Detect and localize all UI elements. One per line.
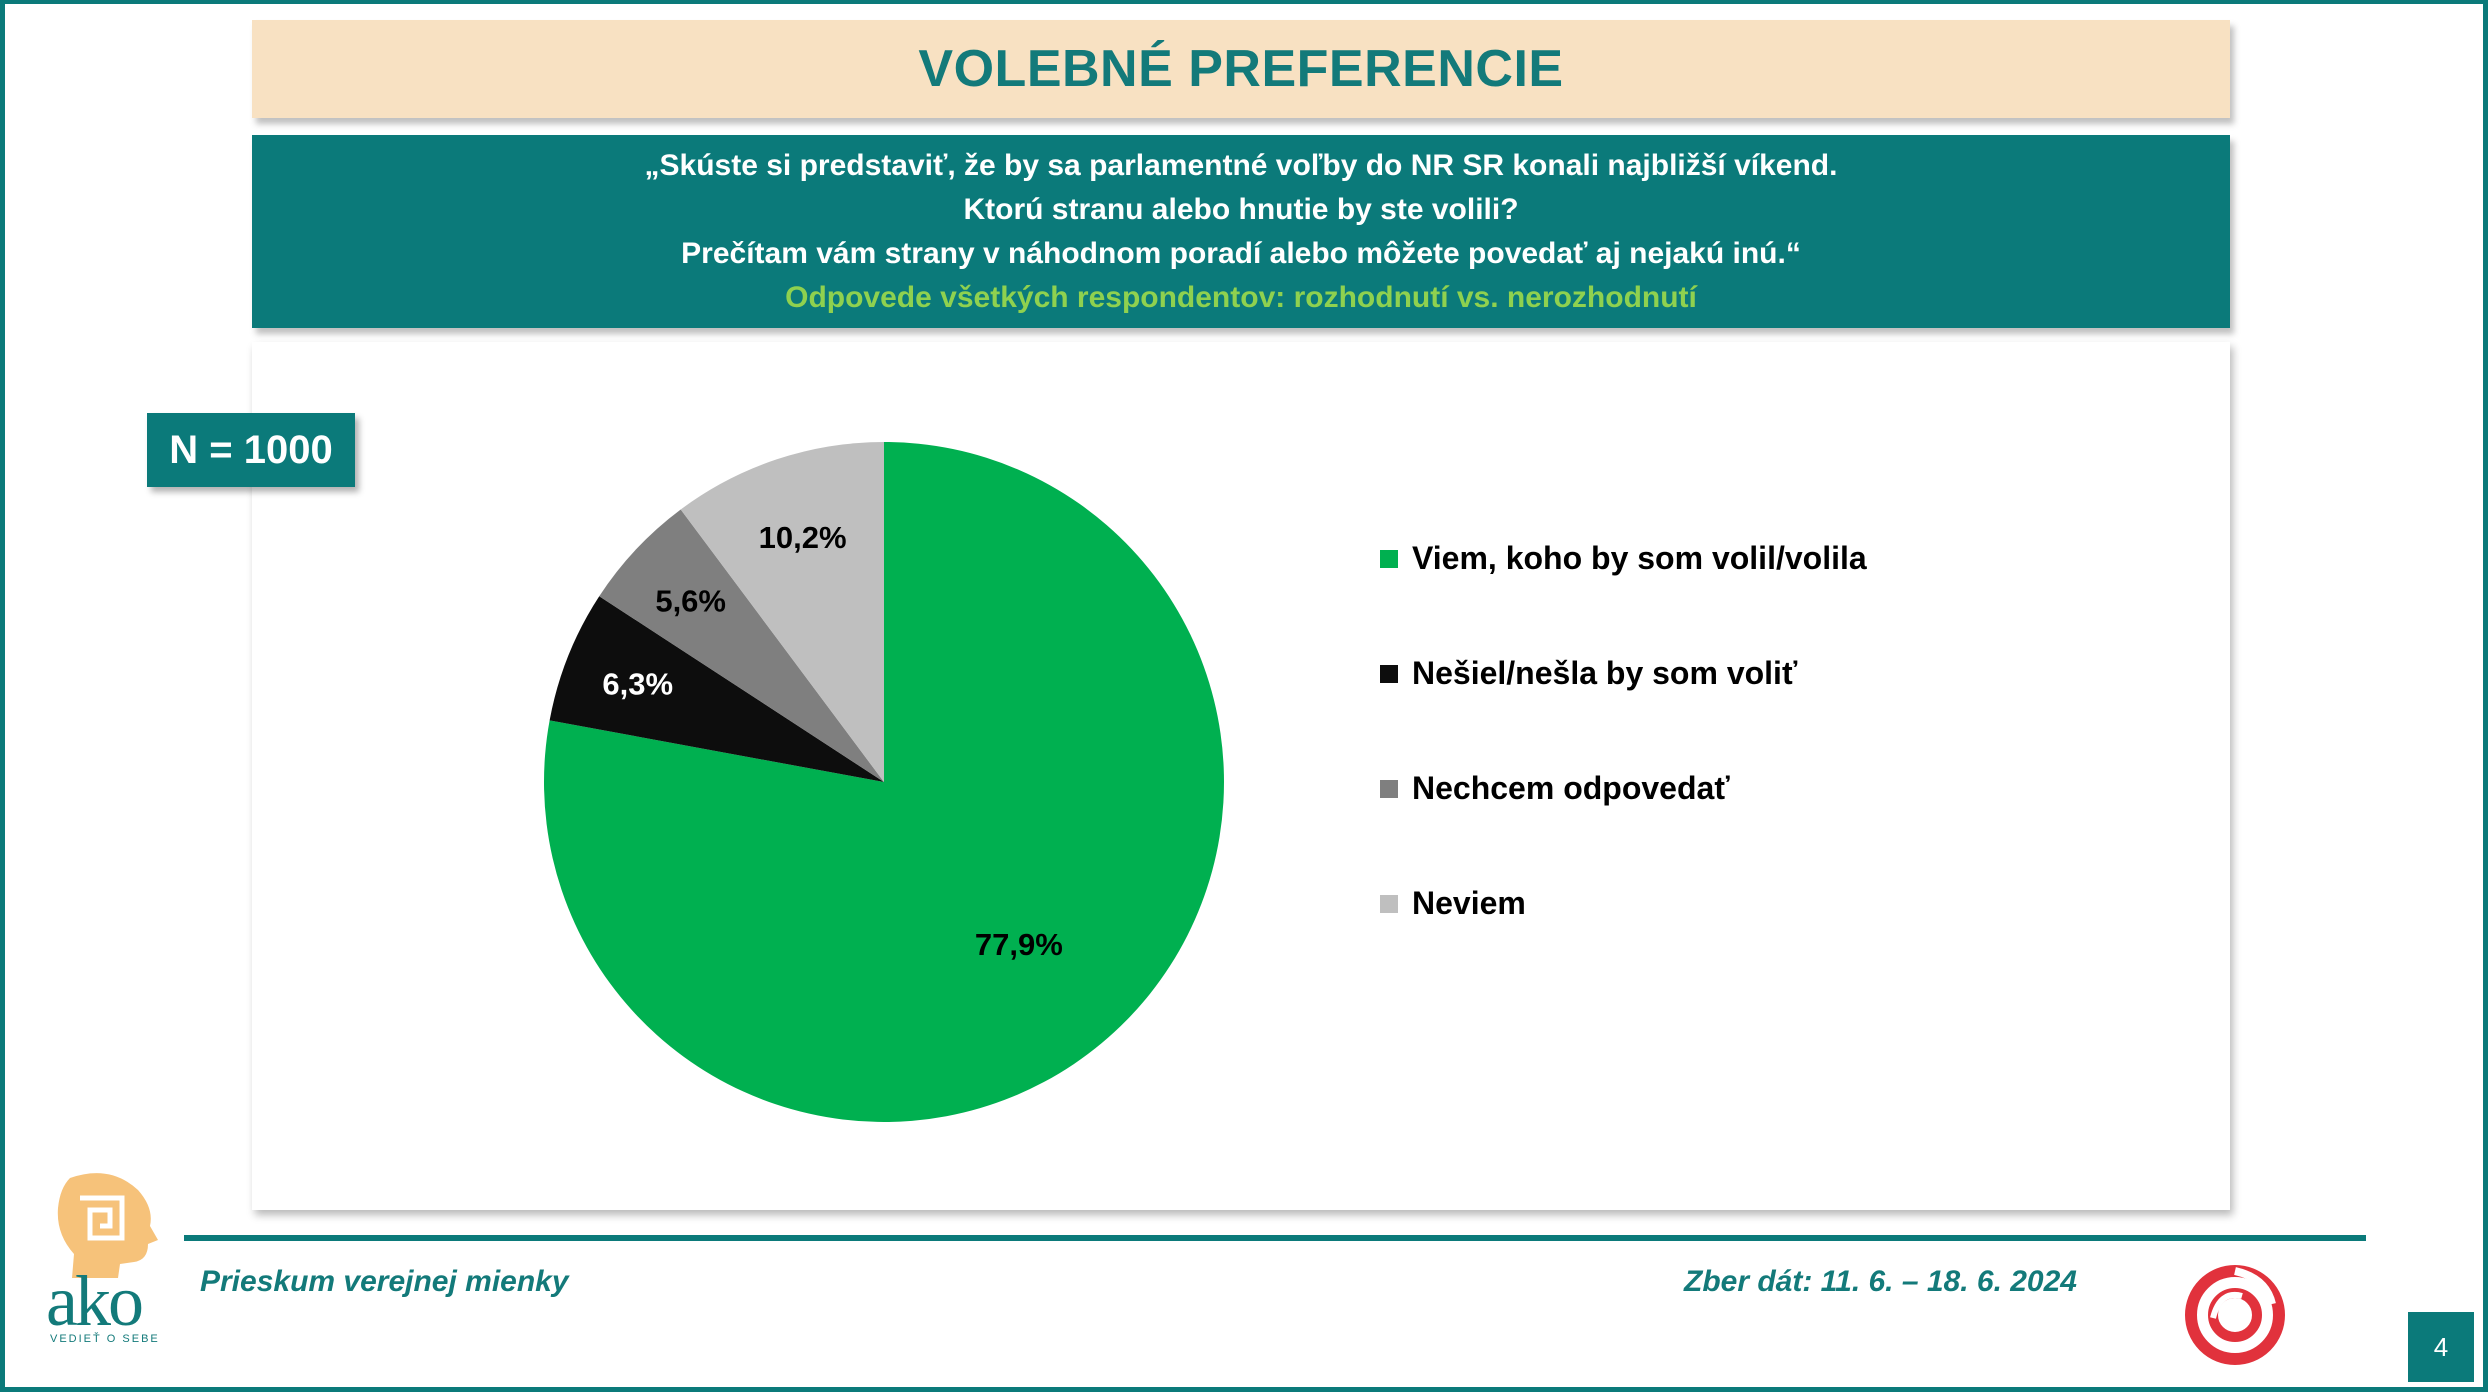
page-title: VOLEBNÉ PREFERENCIE bbox=[918, 40, 1564, 98]
question-line-2: Ktorú stranu alebo hnutie by ste volili? bbox=[963, 192, 1519, 226]
title-banner: VOLEBNÉ PREFERENCIE bbox=[252, 20, 2230, 118]
ako-tagline: VEDIEŤ O SEBE bbox=[50, 1333, 160, 1345]
pie-value-label-3: 5,6% bbox=[655, 583, 726, 618]
ako-wordmark: ako bbox=[46, 1261, 144, 1341]
legend-swatch bbox=[1380, 779, 1398, 798]
legend-item-1: Viem, koho by som volil/volila bbox=[1380, 540, 1867, 577]
sample-size-badge: N = 1000 bbox=[147, 413, 355, 487]
legend-label: Nešiel/nešla by som voliť bbox=[1412, 655, 1798, 691]
question-line-1: „Skúste si predstaviť, že by sa parlamen… bbox=[644, 148, 1838, 182]
legend-swatch bbox=[1380, 894, 1398, 913]
question-subtitle: Odpovede všetkých respondentov: rozhodnu… bbox=[785, 280, 1697, 314]
page-number: 4 bbox=[2408, 1312, 2474, 1382]
legend-label: Nechcem odpovedať bbox=[1412, 770, 1730, 806]
footer-divider bbox=[184, 1235, 2366, 1241]
legend-item-2: Nešiel/nešla by som voliť bbox=[1380, 655, 1797, 692]
pie-value-label-1: 77,9% bbox=[975, 927, 1063, 962]
ako-logo: ako VEDIEŤ O SEBE bbox=[40, 1168, 180, 1348]
head-maze-icon bbox=[57, 1173, 158, 1278]
legend-swatch bbox=[1380, 549, 1398, 568]
legend-swatch bbox=[1380, 664, 1398, 683]
question-box: „Skúste si predstaviť, že by sa parlamen… bbox=[252, 135, 2230, 328]
legend-label: Neviem bbox=[1412, 885, 1526, 921]
footer-survey-label: Prieskum verejnej mienky bbox=[200, 1265, 569, 1298]
legend-item-4: Neviem bbox=[1380, 885, 1526, 922]
pie-slice-3 bbox=[599, 509, 884, 782]
question-line-3: Prečítam vám strany v náhodnom poradí al… bbox=[681, 236, 1801, 270]
pie-slice-4 bbox=[680, 442, 884, 782]
legend-item-3: Nechcem odpovedať bbox=[1380, 770, 1730, 807]
legend-label: Viem, koho by som volil/volila bbox=[1412, 540, 1867, 576]
pie-slice-2 bbox=[549, 596, 884, 782]
red-swirl-logo-icon bbox=[2185, 1265, 2285, 1365]
pie-value-label-2: 6,3% bbox=[602, 667, 673, 702]
footer-collection-date: Zber dát: 11. 6. – 18. 6. 2024 bbox=[1684, 1265, 2077, 1298]
pie-value-label-4: 10,2% bbox=[759, 520, 847, 555]
